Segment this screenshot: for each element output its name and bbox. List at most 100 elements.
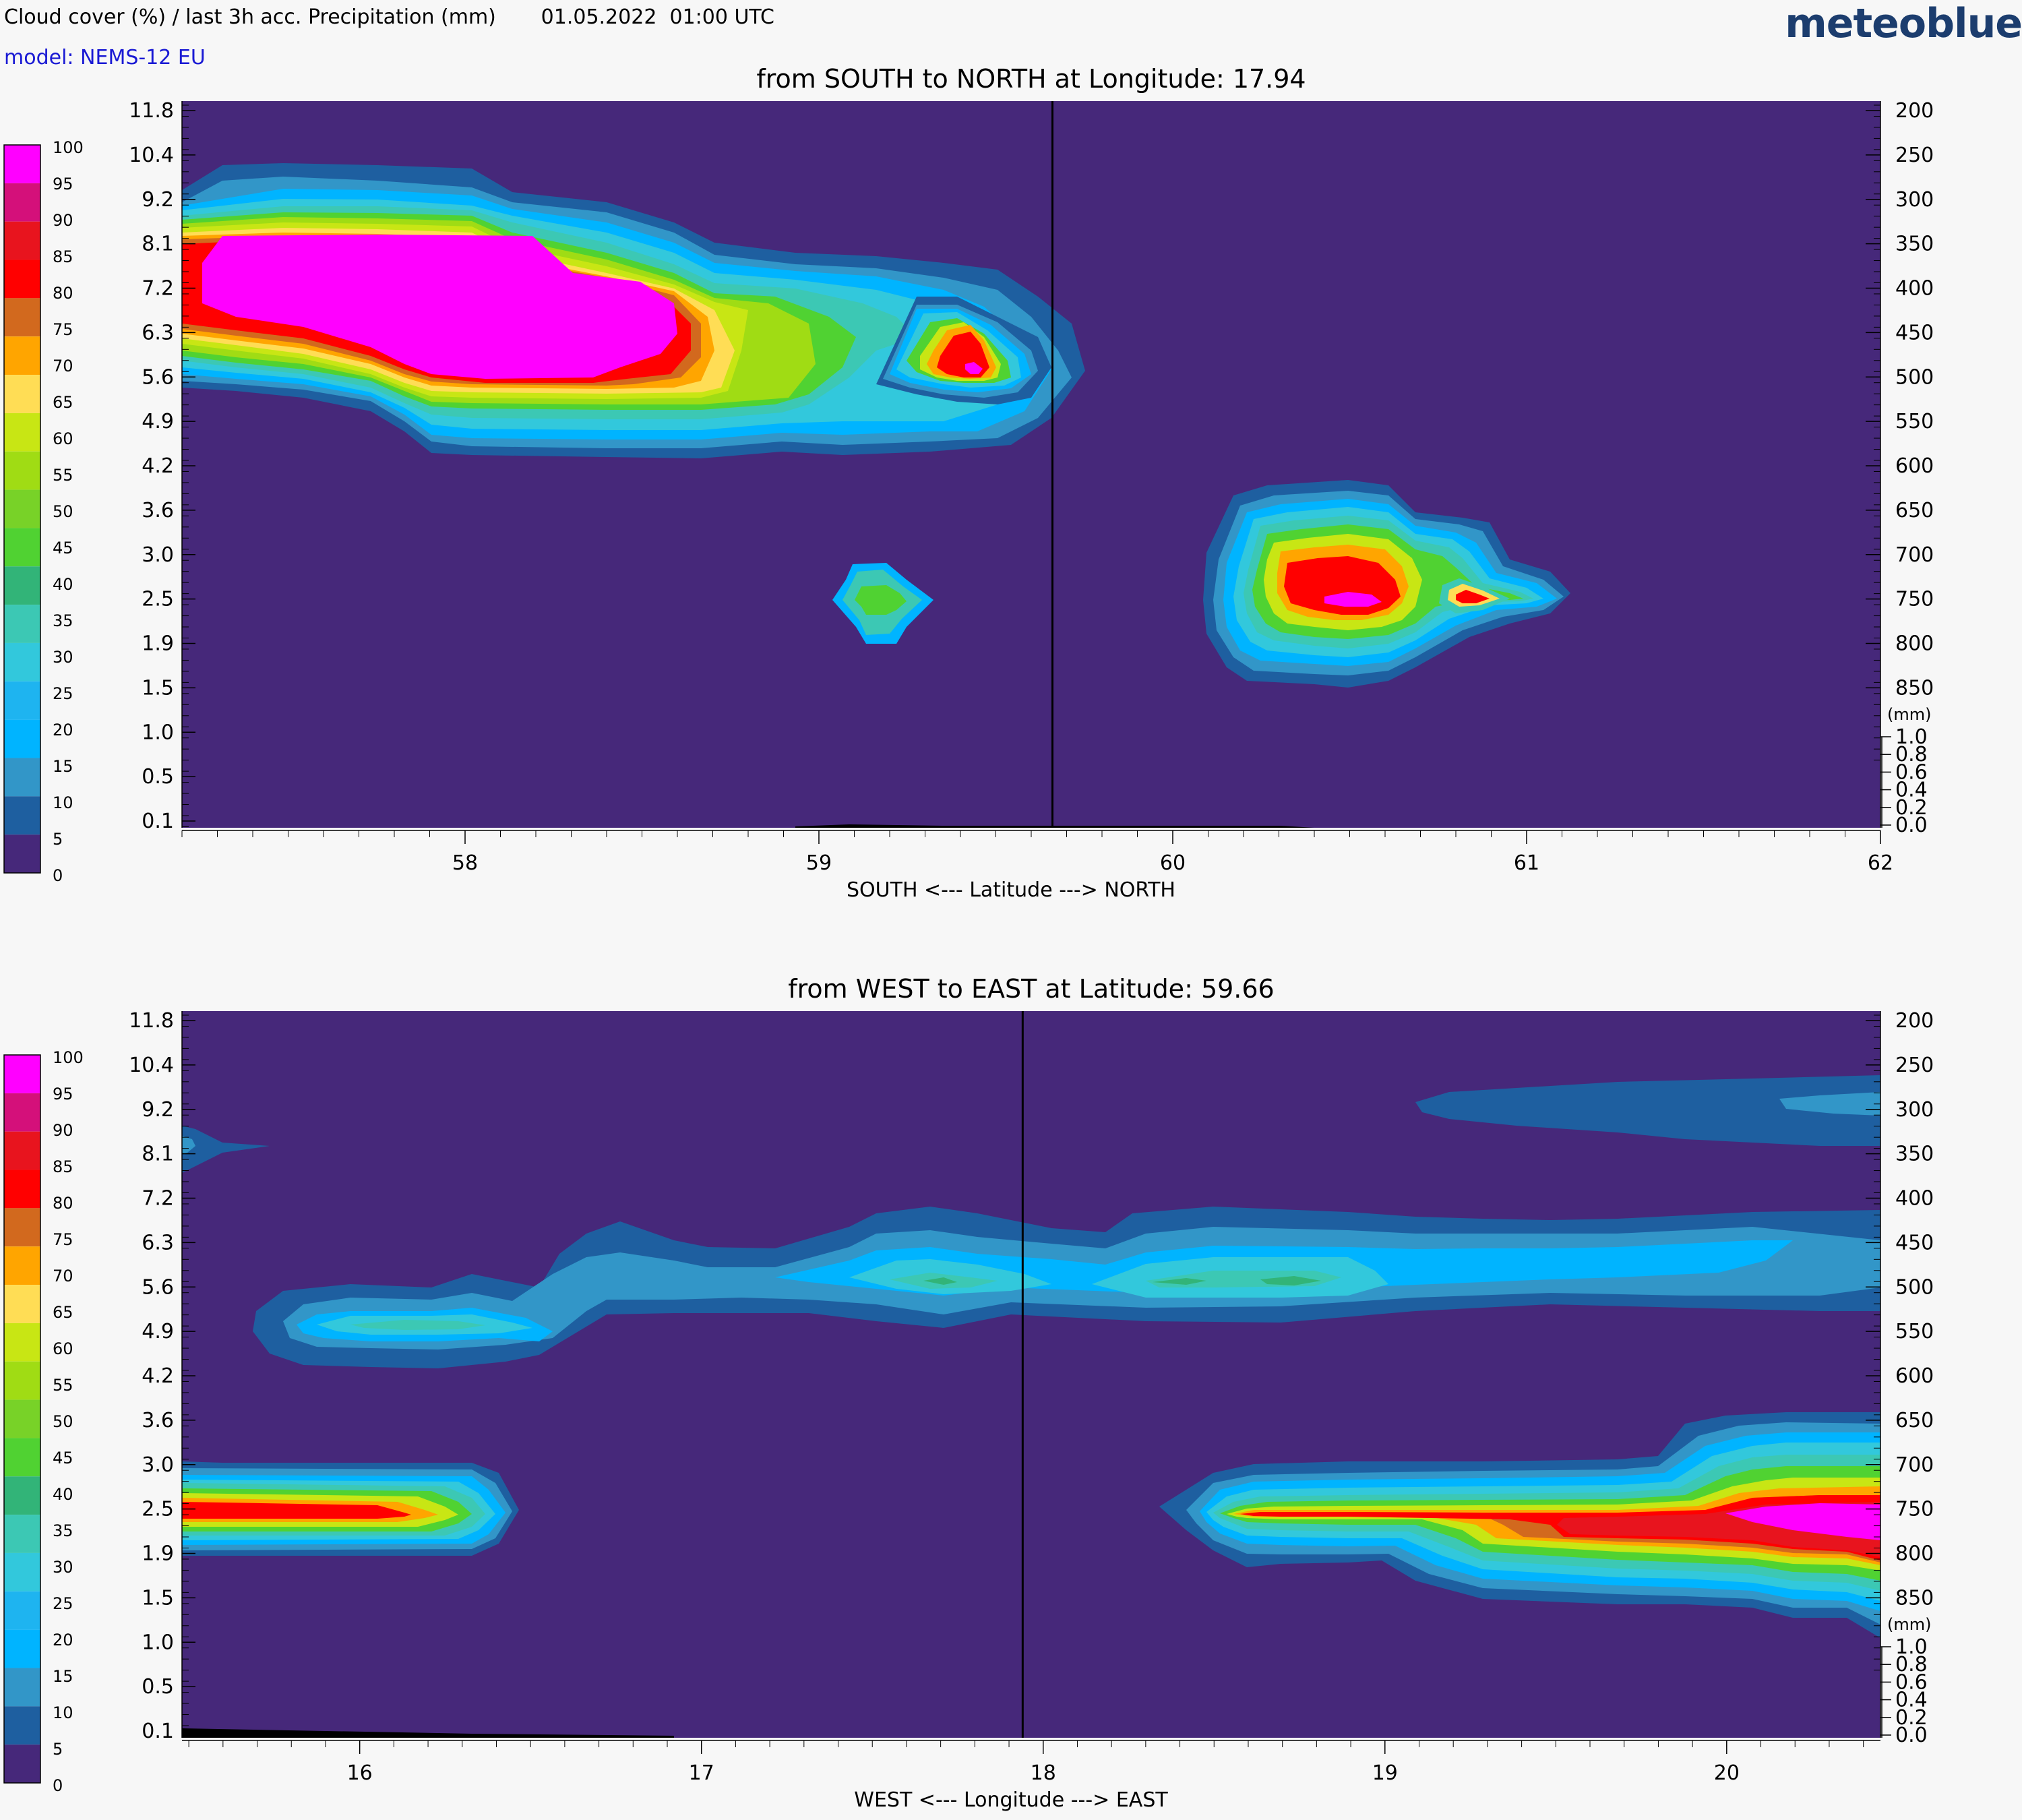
left-tick-label: 0.1 bbox=[142, 810, 174, 833]
right-tick-label: 300 bbox=[1895, 1098, 1934, 1122]
right-tick-label: 350 bbox=[1895, 233, 1934, 256]
legend-label: 25 bbox=[53, 684, 73, 703]
cloud-contour-25 bbox=[182, 1502, 411, 1519]
cloud-contours bbox=[182, 163, 1570, 688]
legend-swatch bbox=[4, 413, 40, 452]
left-tick-label: 3.0 bbox=[142, 1453, 174, 1477]
left-tick-label: 1.9 bbox=[142, 1542, 174, 1566]
legend-label: 80 bbox=[53, 284, 73, 303]
cloud-contour-12 bbox=[202, 235, 677, 379]
chart-south-north: from SOUTH to NORTH at Longitude: 17.94 1… bbox=[3, 64, 1934, 902]
left-tick-label: 6.3 bbox=[142, 321, 174, 344]
right-tick-label: 850 bbox=[1895, 676, 1934, 700]
x-axis-label: SOUTH <--- Latitude ---> NORTH bbox=[847, 878, 1175, 902]
legend-label: 50 bbox=[53, 1412, 73, 1431]
cloud-contour-24 bbox=[855, 585, 907, 615]
left-tick-label: 10.4 bbox=[129, 144, 174, 167]
left-tick-label: 5.6 bbox=[142, 1275, 174, 1299]
cloud-contours bbox=[182, 1075, 1880, 1638]
left-tick-label: 0.5 bbox=[142, 765, 174, 789]
legend-swatch bbox=[4, 1706, 40, 1745]
legend-label: 30 bbox=[53, 648, 73, 667]
cloud-contour-37 bbox=[1725, 1503, 1880, 1540]
legend-label: 10 bbox=[53, 793, 73, 812]
right-tick-label: 200 bbox=[1895, 1009, 1934, 1033]
left-tick-label: 7.2 bbox=[142, 277, 174, 301]
left-tick-label: 10.4 bbox=[129, 1054, 174, 1077]
legend-label: 60 bbox=[53, 1339, 73, 1358]
legend-label: 65 bbox=[53, 1303, 73, 1322]
x-tick-label: 16 bbox=[347, 1761, 373, 1785]
legend-label: 70 bbox=[53, 1267, 73, 1285]
left-tick-label: 6.3 bbox=[142, 1231, 174, 1254]
right-tick-label: 250 bbox=[1895, 1054, 1934, 1077]
left-tick-label: 1.5 bbox=[142, 676, 174, 700]
precip-tick-label: 0.6 bbox=[1895, 760, 1928, 784]
chart-header-title: Cloud cover (%) / last 3h acc. Precipita… bbox=[4, 5, 774, 29]
legend-swatch bbox=[4, 1285, 40, 1323]
legend-swatch bbox=[4, 719, 40, 758]
legend-label: 35 bbox=[53, 611, 73, 630]
left-tick-label: 1.0 bbox=[142, 1631, 174, 1654]
legend-label: 5 bbox=[53, 830, 63, 849]
precip-tick-label: 0.2 bbox=[1895, 796, 1928, 820]
right-tick-label: 200 bbox=[1895, 99, 1934, 123]
left-tick-label: 9.2 bbox=[142, 188, 174, 212]
legend-swatch bbox=[4, 1399, 40, 1438]
left-tick-label: 11.8 bbox=[129, 1009, 174, 1033]
precip-unit-label: (mm) bbox=[1887, 705, 1931, 724]
right-tick-label: 700 bbox=[1895, 1453, 1934, 1477]
legend-swatch bbox=[4, 1476, 40, 1515]
left-tick-label: 1.0 bbox=[142, 721, 174, 744]
legend-frame bbox=[3, 144, 41, 874]
legend-label: 60 bbox=[53, 429, 73, 448]
legend-swatch bbox=[4, 1323, 40, 1362]
left-tick-label: 8.1 bbox=[142, 233, 174, 256]
legend-label: 20 bbox=[53, 721, 73, 739]
cloud-contour-2 bbox=[1415, 1075, 1880, 1146]
legend-label: 5 bbox=[53, 1740, 63, 1759]
x-tick-label: 19 bbox=[1372, 1761, 1398, 1785]
legend-frame bbox=[3, 1054, 41, 1784]
precip-tick-label: 1.0 bbox=[1895, 1635, 1928, 1659]
cloud-contour-0 bbox=[182, 1126, 270, 1173]
legend-swatch bbox=[4, 145, 40, 183]
legend-swatch bbox=[4, 796, 40, 835]
cloud-contour-16 bbox=[350, 1320, 485, 1330]
left-tick-label: 3.6 bbox=[142, 1409, 174, 1432]
legend-swatch bbox=[4, 1208, 40, 1247]
right-tick-label: 500 bbox=[1895, 365, 1934, 389]
left-tick-label: 3.0 bbox=[142, 543, 174, 567]
left-tick-label: 4.2 bbox=[142, 1364, 174, 1388]
legend-label: 45 bbox=[53, 1449, 73, 1467]
legend-swatch bbox=[4, 1591, 40, 1630]
legend-swatch bbox=[4, 835, 40, 873]
legend-label: 30 bbox=[53, 1558, 73, 1577]
legend-label: 100 bbox=[53, 1048, 84, 1067]
left-tick-label: 4.9 bbox=[142, 1320, 174, 1343]
right-tick-label: 400 bbox=[1895, 277, 1934, 301]
precip-tick-label: 0.0 bbox=[1895, 1724, 1928, 1747]
legend-label: 90 bbox=[53, 1121, 73, 1140]
precip-tick-label: 1.0 bbox=[1895, 725, 1928, 749]
x-tick-label: 59 bbox=[806, 851, 832, 875]
cloud-contour-34 bbox=[1324, 592, 1382, 607]
legend-swatch bbox=[4, 1668, 40, 1707]
legend-label: 75 bbox=[53, 1230, 73, 1249]
left-tick-label: 0.1 bbox=[142, 1720, 174, 1743]
x-tick-label: 58 bbox=[452, 851, 478, 875]
legend-swatch bbox=[4, 1629, 40, 1668]
legend-swatch bbox=[4, 1552, 40, 1591]
right-tick-label: 250 bbox=[1895, 144, 1934, 167]
cloud-contour-3 bbox=[1779, 1092, 1880, 1116]
right-tick-label: 300 bbox=[1895, 188, 1934, 212]
legend-label: 70 bbox=[53, 357, 73, 375]
legend-swatch bbox=[4, 1745, 40, 1783]
legend-swatch bbox=[4, 298, 40, 337]
precip-tick-label: 0.8 bbox=[1895, 743, 1928, 766]
legend-label: 45 bbox=[53, 539, 73, 557]
legend-swatch bbox=[4, 1131, 40, 1170]
legend-label: 75 bbox=[53, 320, 73, 339]
legend-label: 40 bbox=[53, 575, 73, 594]
right-tick-label: 500 bbox=[1895, 1275, 1934, 1299]
